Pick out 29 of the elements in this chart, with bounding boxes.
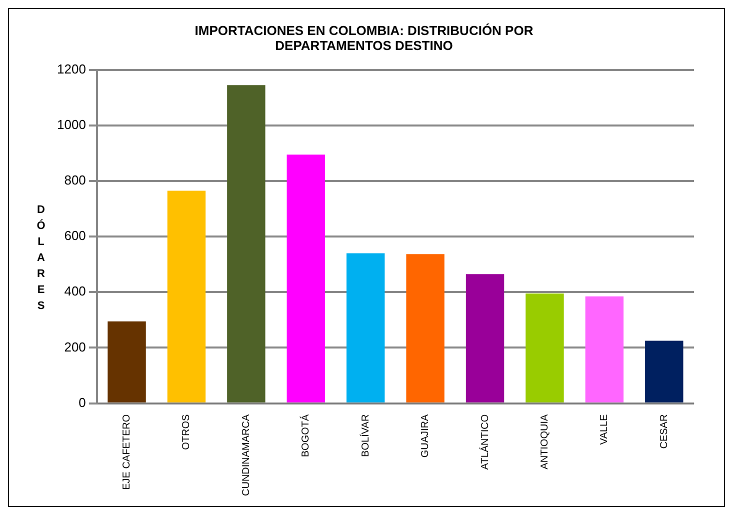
y-tick-label: 600 xyxy=(64,228,86,244)
x-tick-label: CESAR xyxy=(658,414,670,449)
x-tick-label: VALLE xyxy=(599,414,610,445)
bar xyxy=(108,321,146,402)
y-tick-label: 400 xyxy=(64,284,86,299)
chart-title: IMPORTACIONES EN COLOMBIA: DISTRIBUCIÓN POR DEPARTAMENTOS DESTINO xyxy=(194,23,534,53)
y-tick-label: 1200 xyxy=(57,61,86,76)
x-tick-label: GUAJIRA xyxy=(420,414,432,458)
x-tick-label: BOGOTÁ xyxy=(300,414,312,458)
x-tick-label: ANTIOQUIA xyxy=(539,414,550,470)
y-axis-title: DÓLARES xyxy=(35,204,47,316)
bar xyxy=(406,254,444,402)
x-tick-label: EJE CAFETERO xyxy=(122,414,133,490)
y-tick-label: 800 xyxy=(64,172,86,188)
bar xyxy=(286,154,326,402)
bar xyxy=(466,274,504,402)
bar xyxy=(526,294,564,402)
y-tick-label: 200 xyxy=(64,339,86,354)
bar xyxy=(346,253,385,402)
bar xyxy=(167,190,206,402)
y-tick-label: 1000 xyxy=(57,116,86,132)
x-tick-label: ATLÁNTICO xyxy=(478,414,491,470)
bar xyxy=(645,340,684,402)
y-tick-label: 0 xyxy=(78,394,86,410)
bar xyxy=(585,296,624,402)
x-tick-label: CUNDINAMARCA xyxy=(240,414,252,496)
bar xyxy=(227,85,266,402)
x-tick-label: BOLÍVAR xyxy=(359,414,372,457)
x-tick-label: OTROS xyxy=(181,414,192,450)
